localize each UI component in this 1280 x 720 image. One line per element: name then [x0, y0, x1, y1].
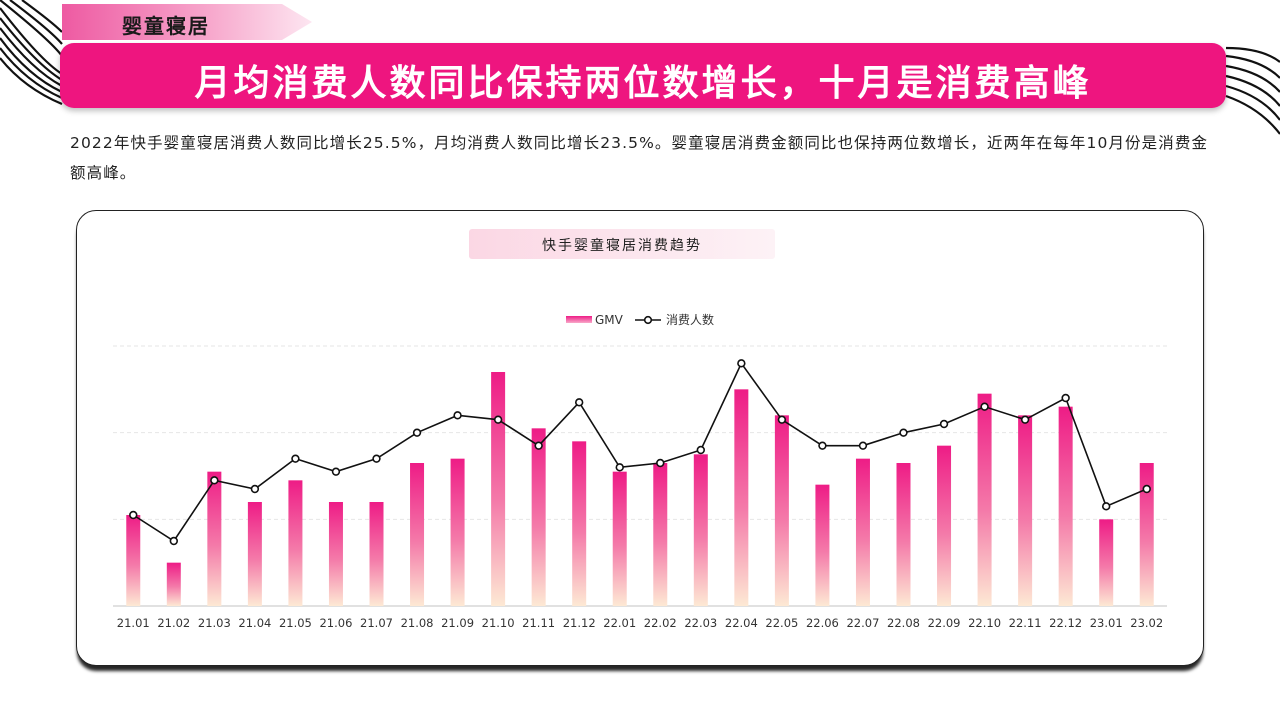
gmv-bar — [410, 463, 425, 606]
consumer-count-point — [980, 402, 989, 411]
consumer-count-point — [412, 428, 422, 437]
gmv-bar — [1018, 415, 1033, 606]
x-tick-label: 21.12 — [563, 616, 596, 630]
gmv-bar — [612, 471, 627, 606]
x-tick-label: 21.03 — [198, 616, 231, 630]
chart-title: 快手婴童寝居消费趋势 — [542, 238, 702, 254]
x-tick-label: 21.07 — [360, 616, 393, 630]
gmv-bar — [855, 458, 870, 606]
consumer-count-point — [777, 415, 787, 424]
x-tick-label: 22.06 — [806, 616, 839, 630]
consumer-count-point — [453, 411, 462, 420]
gmv-bar — [126, 515, 141, 606]
gmv-bar — [815, 484, 830, 606]
x-tick-label: 22.08 — [887, 616, 920, 630]
consumer-count-point — [1061, 393, 1070, 403]
gmv-bar — [734, 389, 749, 606]
legend-gmv-label: GMV — [595, 313, 624, 327]
consumer-count-point — [615, 463, 624, 472]
x-tick-label: 22.10 — [968, 616, 1001, 630]
consumer-count-point — [250, 484, 260, 494]
consumer-count-point — [129, 510, 138, 520]
section-tag-label: 婴童寝居 — [122, 14, 210, 38]
x-tick-label: 22.09 — [928, 616, 961, 630]
gmv-bar — [1058, 406, 1073, 606]
consumer-count-point — [858, 441, 868, 450]
gmv-bar — [491, 372, 506, 606]
x-tick-label: 22.03 — [684, 616, 717, 630]
consumer-count-point — [210, 476, 219, 485]
legend-line-label: 消费人数 — [666, 312, 714, 327]
legend-gmv-swatch — [566, 316, 592, 323]
gmv-bar — [247, 502, 262, 606]
consumer-count-point — [1142, 484, 1151, 494]
consumer-count-point — [493, 415, 503, 424]
gmv-bar — [288, 480, 303, 606]
x-tick-label: 21.08 — [401, 616, 434, 630]
page-title: 月均消费人数同比保持两位数增长，十月是消费高峰 — [194, 62, 1092, 104]
consumer-count-point — [372, 454, 381, 463]
gmv-bar — [207, 471, 222, 606]
consumer-count-point — [656, 458, 665, 468]
x-tick-label: 23.01 — [1090, 616, 1123, 630]
consumer-count-point — [331, 467, 341, 476]
x-tick-label: 22.02 — [644, 616, 677, 630]
gmv-bar — [896, 463, 911, 606]
x-tick-label: 21.02 — [157, 616, 190, 630]
consumer-count-point — [291, 454, 300, 463]
title-banner: 月均消费人数同比保持两位数增长，十月是消费高峰 — [60, 43, 1226, 108]
x-tick-label: 23.02 — [1130, 616, 1163, 630]
x-axis-ticks: 21.01 21.02 21.03 21.04 21.05 21.06 21.07 21.08… — [117, 616, 1163, 630]
x-tick-label: 21.06 — [319, 616, 352, 630]
x-tick-label: 22.04 — [725, 616, 758, 630]
gmv-bar — [1099, 519, 1114, 606]
legend: GMV 消费人数 — [566, 312, 714, 327]
consumer-count-point — [169, 536, 179, 546]
x-tick-label: 22.01 — [603, 616, 636, 630]
consumer-count-point — [899, 428, 908, 437]
gmv-bar — [977, 393, 992, 606]
gmv-bar — [653, 463, 668, 606]
gmv-bar — [166, 562, 181, 606]
x-tick-label: 21.09 — [441, 616, 474, 630]
gmv-bar — [450, 458, 465, 606]
consumer-count-point — [1101, 502, 1111, 511]
x-tick-label: 21.01 — [117, 616, 150, 630]
x-tick-label: 21.05 — [279, 616, 312, 630]
x-tick-label: 21.04 — [238, 616, 271, 630]
legend-line-marker — [643, 315, 653, 325]
section-tag: 婴童寝居 — [62, 4, 312, 40]
consumer-count-point — [737, 359, 746, 368]
gmv-bar — [531, 428, 546, 606]
consumer-count-point — [939, 419, 949, 429]
gmv-bar — [572, 441, 587, 606]
consumer-count-line — [132, 361, 1148, 543]
chart-card — [76, 210, 1204, 666]
x-tick-label: 21.10 — [482, 616, 515, 630]
consumer-count-point — [534, 441, 543, 450]
gmv-bars — [126, 372, 1154, 606]
x-tick-label: 22.05 — [765, 616, 798, 630]
gmv-bar — [937, 445, 952, 606]
consumer-count-point — [1020, 415, 1030, 424]
gmv-bar — [1139, 463, 1154, 606]
consumer-count-point — [574, 398, 584, 407]
x-tick-label: 22.11 — [1009, 616, 1042, 630]
consumer-count-point — [696, 445, 706, 455]
x-tick-label: 21.11 — [522, 616, 555, 630]
consumer-line — [129, 359, 1151, 546]
chart-title-box: 快手婴童寝居消费趋势 — [469, 229, 775, 259]
gmv-bar — [774, 415, 789, 606]
gmv-bar — [693, 454, 708, 606]
gmv-bar — [369, 502, 384, 606]
x-tick-label: 22.12 — [1049, 616, 1082, 630]
gmv-bar — [328, 502, 343, 606]
x-tick-label: 22.07 — [846, 616, 879, 630]
consumer-count-point — [818, 441, 827, 450]
description-text: 2022年快手婴童寝居消费人数同比增长25.5%，月均消费人数同比增长23.5%… — [70, 134, 1209, 182]
